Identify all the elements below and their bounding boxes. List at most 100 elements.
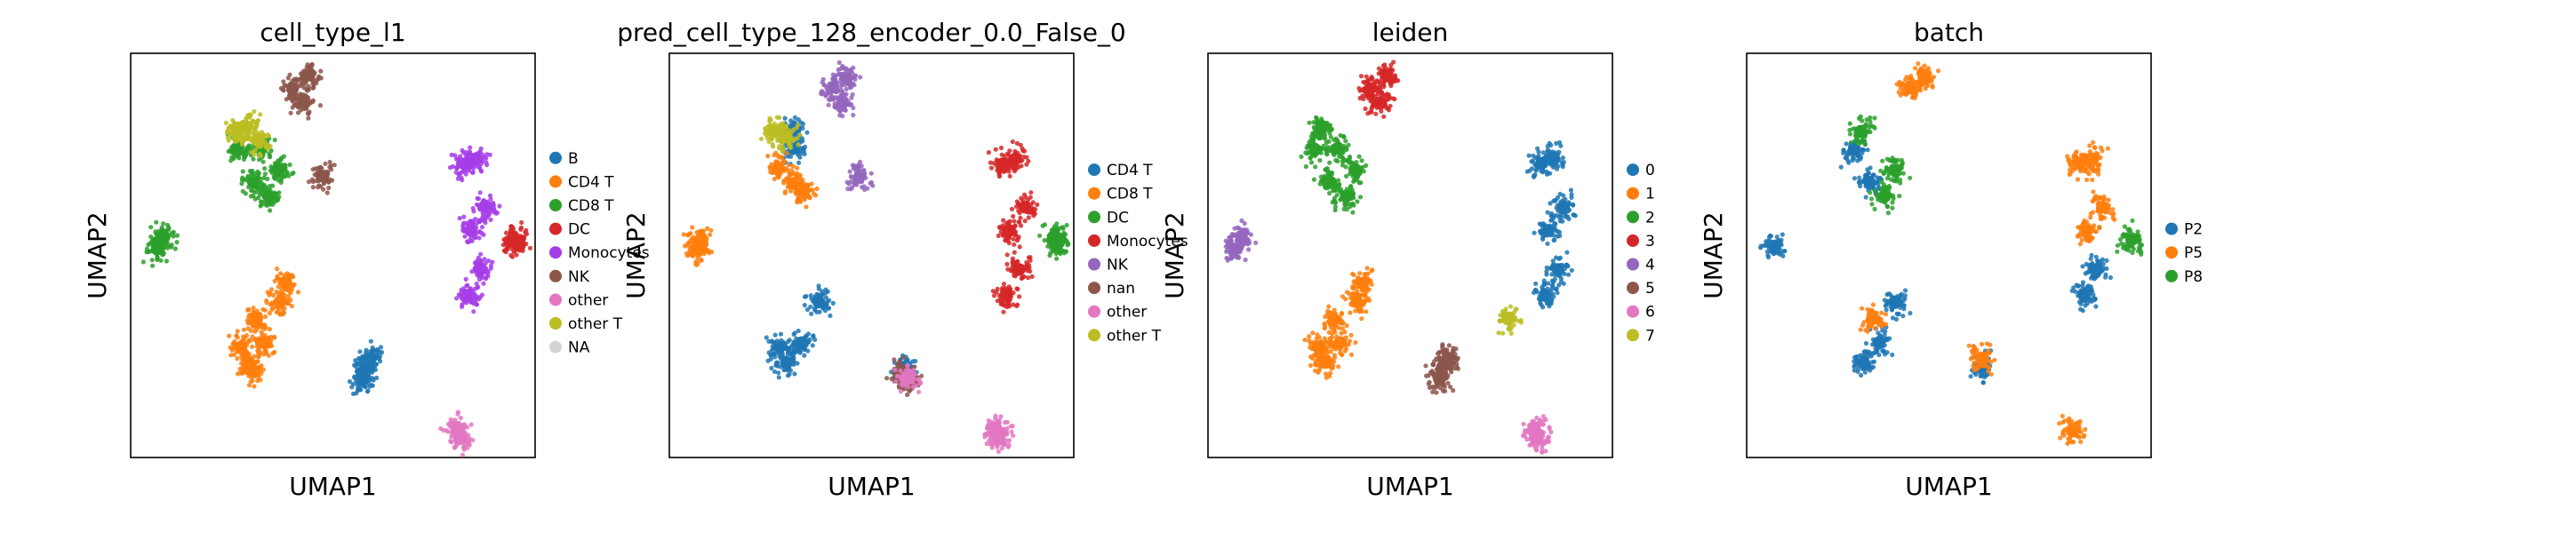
legend-label: NA (568, 339, 590, 357)
data-point (1314, 350, 1319, 355)
data-point (692, 240, 698, 245)
data-point (1336, 364, 1341, 370)
data-point (1322, 351, 1327, 356)
data-point (1028, 195, 1033, 200)
data-point (894, 362, 900, 367)
data-point (788, 154, 794, 159)
data-point (1323, 186, 1329, 191)
data-point (1553, 272, 1558, 278)
data-point (910, 385, 916, 390)
data-point (270, 165, 276, 171)
data-point (306, 115, 311, 121)
data-point (353, 358, 358, 363)
data-point (487, 193, 493, 198)
data-point (1335, 139, 1340, 144)
data-point (1029, 274, 1035, 279)
data-point (762, 131, 768, 136)
data-point (765, 154, 771, 159)
data-point (1546, 226, 1551, 231)
data-point (354, 391, 359, 396)
data-point (457, 216, 462, 221)
data-point (796, 339, 802, 345)
legend-marker (1088, 234, 1100, 247)
data-point (1550, 156, 1556, 162)
data-point (158, 246, 164, 251)
data-point (786, 142, 792, 147)
data-point (1559, 207, 1564, 213)
data-point (1355, 199, 1360, 204)
data-point (229, 155, 235, 160)
data-point (243, 125, 248, 131)
data-point (1337, 154, 1342, 159)
data-point (1004, 232, 1010, 237)
data-point (1021, 155, 1027, 160)
y-axis-label: UMAP2 (621, 211, 651, 299)
data-point (1325, 308, 1331, 314)
data-point (806, 195, 812, 200)
data-point (1028, 202, 1034, 207)
legend-marker (549, 222, 562, 235)
data-point (812, 337, 818, 342)
data-point (470, 219, 476, 224)
data-point (790, 163, 796, 169)
data-point (262, 139, 268, 145)
data-point (795, 147, 800, 153)
data-point (321, 170, 326, 175)
data-point (837, 72, 844, 77)
data-point (1317, 181, 1323, 187)
data-point (772, 339, 777, 346)
data-point (802, 339, 807, 345)
data-point (1336, 325, 1341, 330)
data-point (787, 163, 792, 168)
data-point (1324, 375, 1329, 380)
data-point (1558, 265, 1564, 270)
data-point (1532, 290, 1537, 295)
data-point (327, 159, 332, 165)
data-point (1351, 171, 1356, 176)
data-point (365, 359, 371, 364)
data-point (996, 293, 1002, 298)
data-point (273, 298, 279, 303)
data-point (825, 91, 830, 96)
data-point (785, 133, 790, 139)
data-point (1024, 203, 1029, 209)
data-point (477, 190, 483, 195)
data-point (1025, 210, 1030, 215)
data-point (848, 187, 853, 192)
data-point (999, 446, 1004, 451)
data-point (309, 62, 315, 68)
data-point (1357, 195, 1364, 200)
data-point (1348, 332, 1354, 338)
data-point (1335, 178, 1341, 183)
data-point (1332, 330, 1338, 335)
data-point (1546, 230, 1551, 235)
data-point (476, 205, 483, 211)
data-point (1551, 279, 1556, 284)
data-point (468, 235, 474, 241)
legend-label: other T (1107, 327, 1162, 345)
data-point (884, 376, 890, 381)
data-point (256, 313, 261, 318)
data-point (1381, 114, 1387, 119)
data-point (796, 328, 801, 334)
data-point (470, 161, 476, 166)
data-point (1572, 213, 1578, 219)
data-point (271, 292, 276, 298)
legend-label: other T (568, 315, 623, 333)
data-point (246, 338, 252, 343)
data-point (988, 436, 994, 442)
data-point (164, 240, 170, 245)
legend-label: CD8 T (1107, 186, 1153, 203)
data-point (152, 236, 157, 242)
data-point (231, 130, 236, 135)
data-point (363, 370, 369, 375)
data-point (1015, 286, 1020, 292)
data-point (236, 155, 242, 161)
data-point (769, 365, 774, 370)
data-point (259, 203, 264, 208)
data-point (1539, 163, 1544, 169)
data-point (527, 245, 533, 251)
data-point (784, 150, 789, 155)
data-point (253, 135, 259, 140)
data-point (775, 153, 780, 158)
